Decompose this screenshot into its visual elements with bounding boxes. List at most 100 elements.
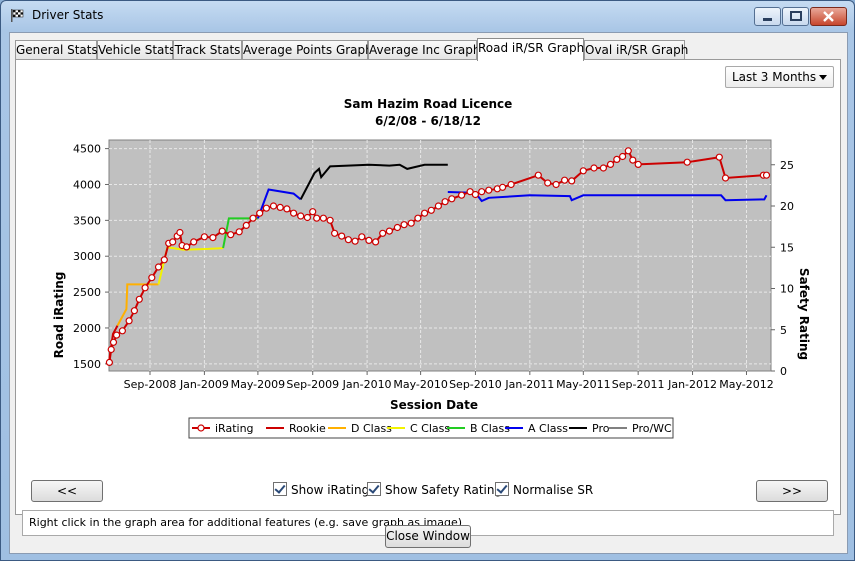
legend-label: D Class [351, 422, 392, 435]
y-left-tick-label: 4500 [73, 143, 101, 156]
irating-point [331, 229, 339, 237]
previous-button[interactable]: << [31, 480, 103, 502]
legend-label: iRating [215, 422, 254, 435]
irating-point [109, 338, 118, 346]
checkbox-checked-icon[interactable] [273, 482, 287, 496]
graph-panel: Last 3 Months Sam Hazim Road Licence 6/2… [15, 59, 841, 536]
irating-point [762, 171, 771, 179]
irating-point [200, 233, 208, 241]
x-axis: Sep-2008 Jan-2009 May-2009 Sep-2009 Jan-2010… [124, 371, 774, 391]
next-button[interactable]: >> [756, 480, 828, 502]
y-left-tick-label: 2000 [73, 322, 101, 335]
tab-average-points-graph[interactable]: Average Points Graph [242, 40, 373, 59]
irating-point [303, 213, 311, 222]
rating-chart[interactable]: Sam Hazim Road Licence 6/2/08 - 6/18/12 … [16, 60, 840, 460]
tab-vehicle-stats[interactable]: Vehicle Stats [97, 40, 175, 59]
tab-oval-ir-sr-graph[interactable]: Oval iR/SR Graph [584, 40, 688, 59]
irating-point [721, 174, 730, 182]
legend-label: Pro/WC [632, 422, 672, 435]
y-right-tick-label: 25 [780, 159, 794, 172]
title-bar[interactable]: Driver Stats [1, 1, 854, 29]
irating-point [414, 214, 422, 222]
irating-point [624, 147, 632, 155]
legend-label: B Class [470, 422, 510, 435]
irating-point [112, 331, 121, 339]
tab-road-ir-sr-graph[interactable]: Road iR/SR Graph [477, 38, 584, 61]
y-left-label: Road iRating [52, 272, 66, 359]
chevron-down-icon [819, 75, 827, 80]
irating-point [176, 228, 184, 237]
y-left-tick-label: 4000 [73, 178, 101, 191]
irating-point [290, 209, 298, 217]
irating-point [466, 188, 474, 196]
irating-point [183, 243, 191, 251]
irating-point [365, 236, 373, 244]
legend-label: Pro [592, 422, 610, 435]
irating-point [544, 179, 552, 187]
show-irating-checkbox[interactable]: Show iRating [273, 482, 369, 498]
irating-point [118, 327, 127, 335]
irating-point [190, 238, 198, 246]
irating-point [313, 214, 321, 222]
chart-title: Sam Hazim Road Licence [344, 97, 513, 111]
show-safety-rating-checkbox[interactable]: Show Safety Rating [367, 482, 502, 498]
irating-point [618, 152, 627, 161]
close-window-button[interactable] [810, 7, 847, 26]
grid-lines [109, 140, 771, 371]
checkbox-checked-icon[interactable] [495, 482, 509, 496]
irating-point [297, 212, 305, 220]
show-safety-rating-label: Show Safety Rating [385, 483, 503, 497]
y-right-tick-label: 15 [780, 241, 794, 254]
irating-point [478, 188, 486, 196]
period-select-value: Last 3 Months [732, 70, 817, 84]
irating-point [256, 209, 264, 217]
x-tick-label: Jan-2011 [504, 378, 554, 391]
irating-point [107, 345, 115, 354]
irating-point [209, 234, 217, 242]
x-tick-label: Sep-2009 [286, 378, 339, 391]
irating-point [309, 208, 317, 216]
normalise-sr-checkbox[interactable]: Normalise SR [495, 482, 593, 498]
show-irating-label: Show iRating [291, 483, 370, 497]
irating-point [507, 180, 515, 189]
x-tick-label: May-2009 [231, 378, 286, 391]
sr-line-a-class [256, 188, 302, 219]
period-select[interactable]: Last 3 Months [725, 66, 834, 88]
maximize-button[interactable] [782, 7, 809, 26]
irating-point [227, 231, 235, 239]
irating-point [235, 228, 243, 236]
irating-point [421, 209, 429, 217]
window-title: Driver Stats [32, 8, 104, 22]
checkbox-checked-icon[interactable] [367, 482, 381, 496]
x-tick-label: Jan-2012 [667, 378, 717, 391]
irating-point [534, 171, 542, 179]
irating-point [552, 180, 560, 189]
x-tick-label: Jan-2010 [342, 378, 392, 391]
legend-box [188, 417, 674, 439]
y-right-tick-label: 10 [780, 283, 794, 296]
y-right-axis: 0 5 10 15 20 25 [771, 159, 794, 378]
y-left-tick-label: 3500 [73, 214, 101, 227]
irating-point [434, 202, 442, 210]
sr-line-a-class [447, 191, 768, 203]
irating-point [579, 167, 587, 175]
plot-area[interactable] [108, 139, 772, 372]
tab-average-inc-graph[interactable]: Average Inc Graph [368, 40, 480, 59]
maximize-icon [790, 11, 802, 21]
close-window-bottom-button[interactable]: Close Window [385, 525, 471, 548]
x-tick-label: Sep-2011 [612, 378, 665, 391]
irating-point [560, 176, 569, 184]
irating-point [634, 160, 642, 169]
irating-point [283, 205, 291, 213]
x-tick-label: May-2012 [719, 378, 774, 391]
minimize-button[interactable] [754, 7, 781, 26]
irating-point [613, 155, 621, 164]
irating-point [242, 221, 250, 229]
irating-point [448, 195, 456, 203]
irating-point [218, 227, 226, 235]
irating-point [427, 206, 435, 214]
tab-track-stats[interactable]: Track Stats [173, 40, 242, 59]
x-tick-label: Sep-2008 [124, 378, 177, 391]
tab-general-stats[interactable]: General Stats [15, 40, 98, 59]
